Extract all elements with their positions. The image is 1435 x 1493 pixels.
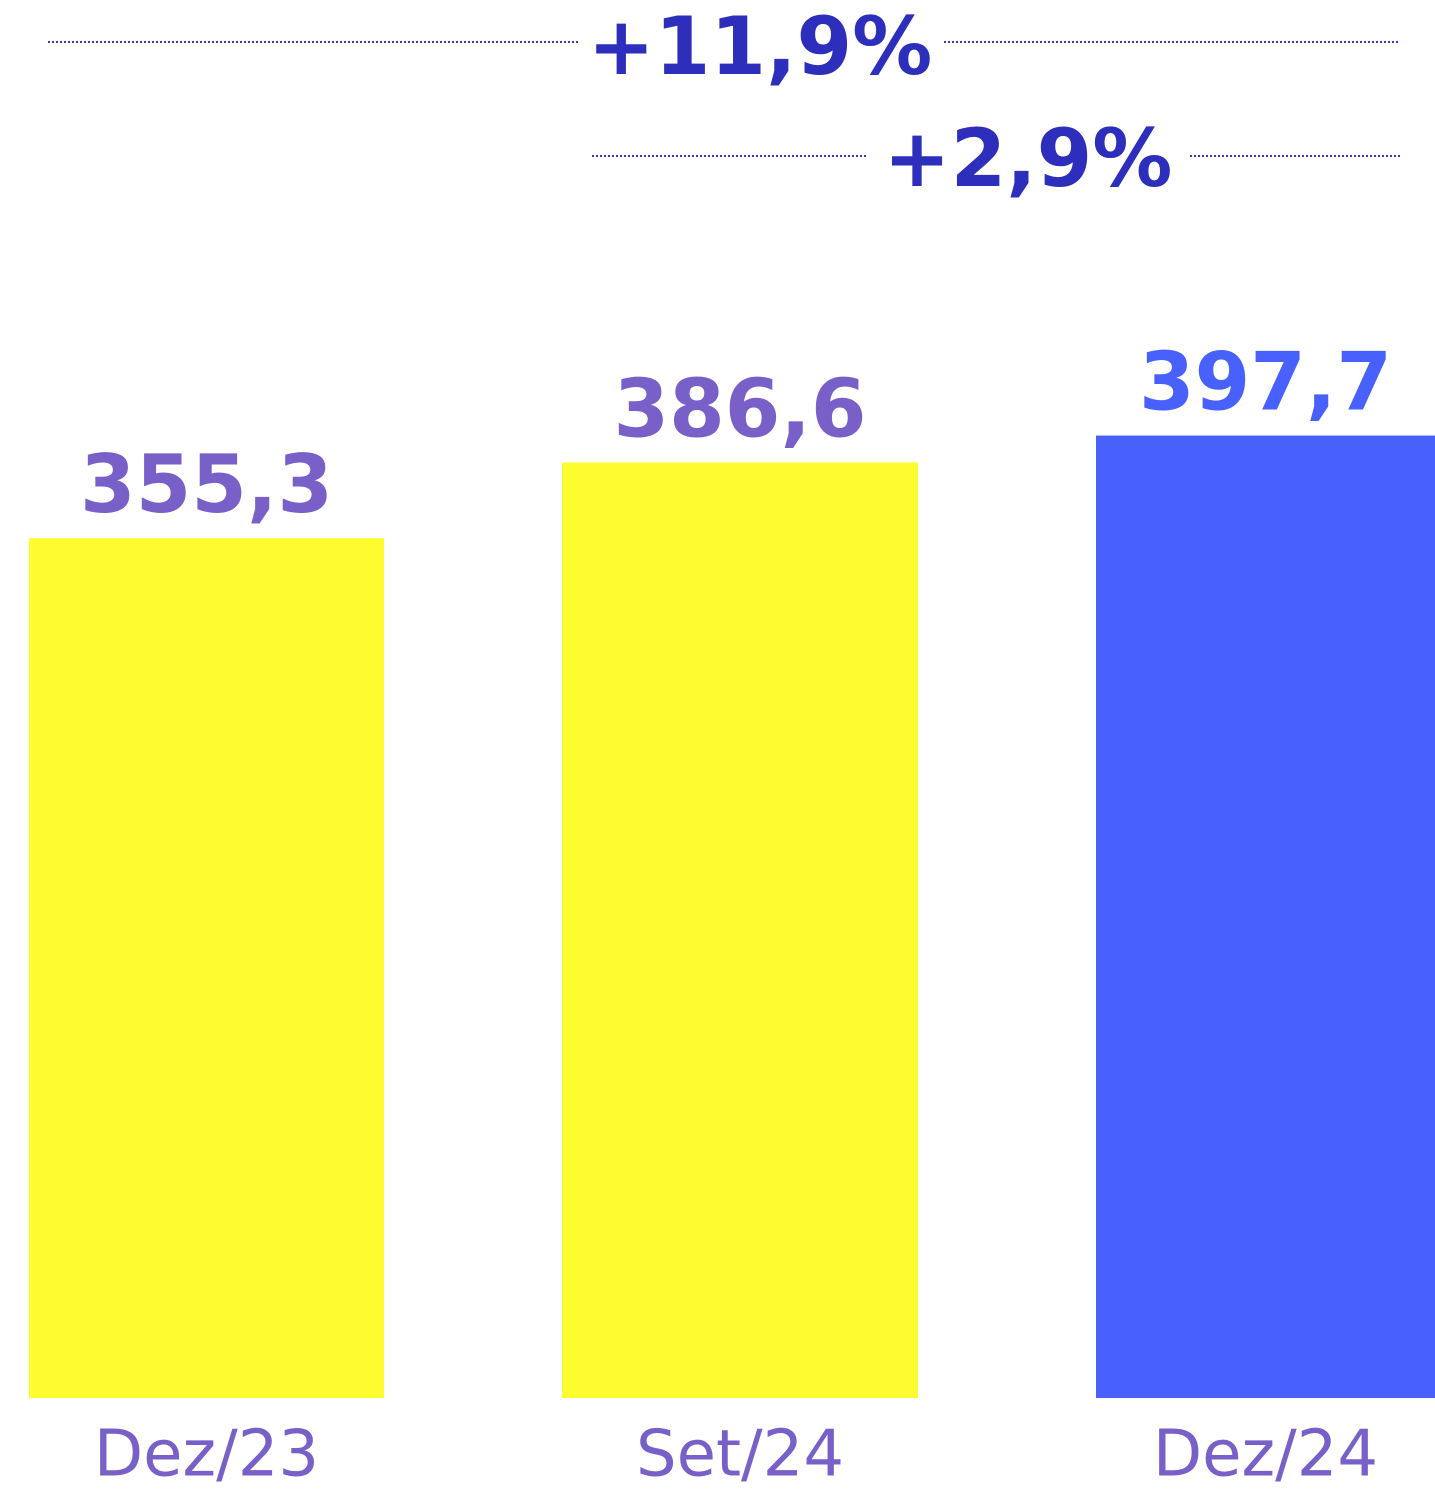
value-label: 397,7 <box>1139 336 1392 429</box>
value-label: 355,3 <box>80 438 333 531</box>
bar <box>1096 435 1435 1398</box>
annotation: +2,9% <box>884 112 1173 205</box>
x-tick-label: Set/24 <box>636 1418 844 1492</box>
value-label: 386,6 <box>613 362 866 455</box>
bar <box>562 462 918 1399</box>
annotation: +11,9% <box>588 0 933 93</box>
x-tick-label: Dez/23 <box>94 1418 319 1492</box>
x-tick-label: Dez/24 <box>1153 1418 1378 1492</box>
bar <box>29 538 384 1398</box>
